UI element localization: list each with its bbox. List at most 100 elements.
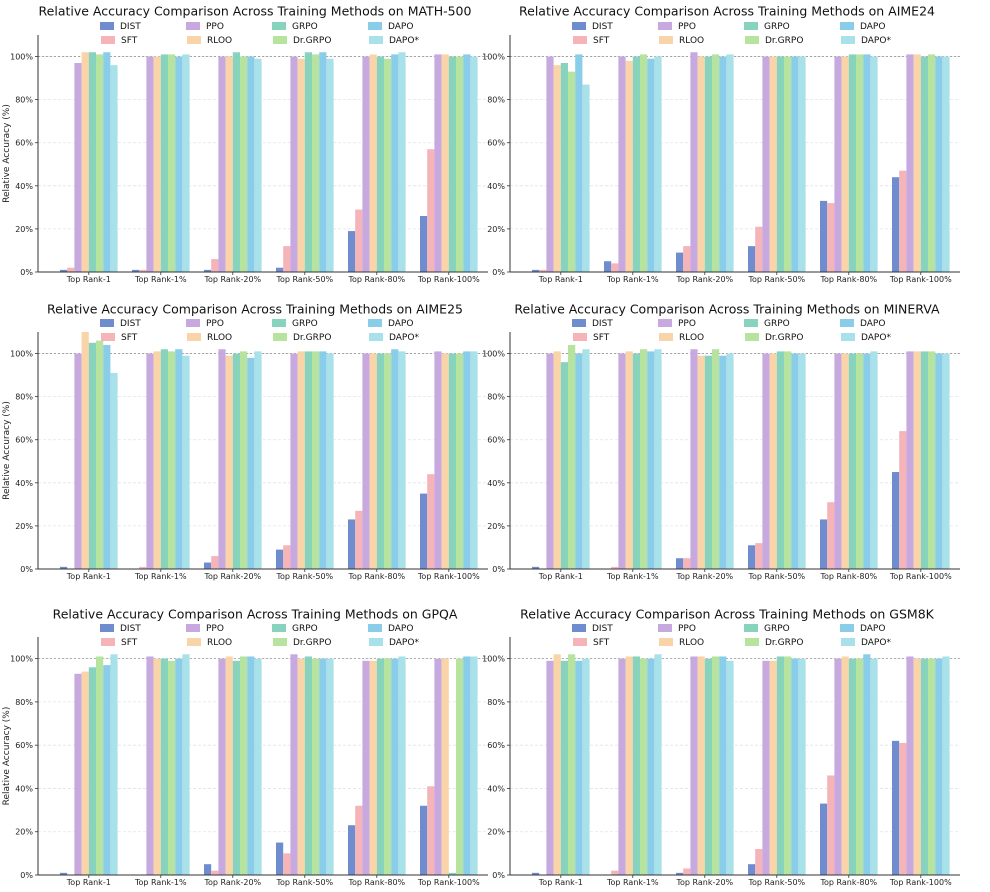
bar <box>582 349 590 569</box>
bar <box>928 351 936 569</box>
bar <box>676 558 684 569</box>
bar <box>618 658 626 875</box>
y-tick-label: 20% <box>487 225 505 234</box>
bar <box>899 743 907 875</box>
bar <box>304 656 312 875</box>
bar <box>60 872 68 875</box>
legend-swatch <box>840 22 854 30</box>
legend-entry: Dr.GRPO <box>765 638 803 648</box>
legend-entry: Dr.GRPO <box>293 638 331 648</box>
bar <box>892 177 900 272</box>
bar <box>870 658 878 875</box>
bar <box>798 56 806 272</box>
legend-entry: SFT <box>121 333 138 343</box>
bar <box>719 56 727 272</box>
bar <box>892 740 900 875</box>
bar <box>935 658 943 875</box>
legend-swatch <box>100 319 114 327</box>
bar <box>398 52 406 273</box>
bar <box>640 54 648 273</box>
bar <box>355 510 363 569</box>
bar <box>463 54 471 273</box>
legend-entry: RLOO <box>679 36 704 46</box>
bar <box>434 351 442 569</box>
legend-swatch <box>272 22 286 30</box>
y-tick-label: 40% <box>15 182 33 191</box>
y-tick-label: 0% <box>492 268 505 277</box>
legend-swatch <box>186 319 200 327</box>
legend-swatch <box>744 319 758 327</box>
x-tick-label: Top Rank-20% <box>675 878 733 887</box>
bar <box>755 543 763 569</box>
bar <box>225 656 233 875</box>
bar <box>625 60 633 272</box>
legend-entry: DAPO* <box>861 36 891 46</box>
bar <box>834 353 842 569</box>
bar <box>204 562 212 569</box>
bar <box>748 545 756 569</box>
legend-entry: Dr.GRPO <box>293 333 331 343</box>
legend-swatch <box>101 638 115 646</box>
bar <box>870 56 878 272</box>
bar <box>856 54 864 273</box>
legend-swatch <box>101 333 115 341</box>
legend-swatch <box>187 638 201 646</box>
bar <box>834 658 842 875</box>
legend-swatch <box>658 319 672 327</box>
bar <box>218 56 226 272</box>
legend-swatch <box>369 638 383 646</box>
bar <box>463 351 471 569</box>
bar <box>319 52 327 273</box>
bar <box>568 344 576 569</box>
bar <box>96 54 104 273</box>
bar <box>182 54 190 273</box>
bar <box>110 65 118 272</box>
bar <box>60 566 68 569</box>
bar <box>398 656 406 875</box>
bar <box>827 502 835 569</box>
bar <box>834 56 842 272</box>
legend-swatch <box>273 638 287 646</box>
bar <box>640 658 648 875</box>
legend-swatch <box>187 36 201 44</box>
bar <box>254 351 262 569</box>
legend-swatch <box>100 624 114 632</box>
bar <box>427 786 435 875</box>
bar <box>434 658 442 875</box>
chart-title: Relative Accuracy Comparison Across Trai… <box>520 607 935 622</box>
legend-swatch <box>572 319 586 327</box>
y-tick-label: 20% <box>487 828 505 837</box>
bar <box>391 658 399 875</box>
bar <box>312 658 320 875</box>
bar <box>290 56 298 272</box>
bar <box>355 805 363 875</box>
bar <box>726 54 734 273</box>
x-tick-label: Top Rank-80% <box>819 275 877 284</box>
legend-entry: DAPO* <box>389 333 419 343</box>
bar <box>283 853 291 875</box>
bar <box>427 474 435 569</box>
legend-swatch <box>368 624 382 632</box>
bar <box>146 656 154 875</box>
x-tick-label: Top Rank-80% <box>347 275 405 284</box>
bar <box>748 864 756 875</box>
bar <box>748 246 756 272</box>
bar <box>704 355 712 569</box>
bar <box>384 658 392 875</box>
bar <box>304 351 312 569</box>
bar <box>820 519 828 569</box>
legend-entry: DAPO* <box>861 333 891 343</box>
bar <box>618 353 626 569</box>
bar <box>204 269 212 272</box>
legend-swatch <box>840 319 854 327</box>
bar <box>81 332 89 569</box>
legend-entry: DIST <box>120 319 141 329</box>
bar <box>297 351 305 569</box>
x-tick-label: Top Rank-50% <box>747 572 805 581</box>
y-tick-label: 40% <box>15 479 33 488</box>
bar <box>899 431 907 569</box>
bar <box>553 654 561 875</box>
y-axis-label: Relative Accuracy (%) <box>2 104 12 203</box>
bar <box>297 58 305 273</box>
